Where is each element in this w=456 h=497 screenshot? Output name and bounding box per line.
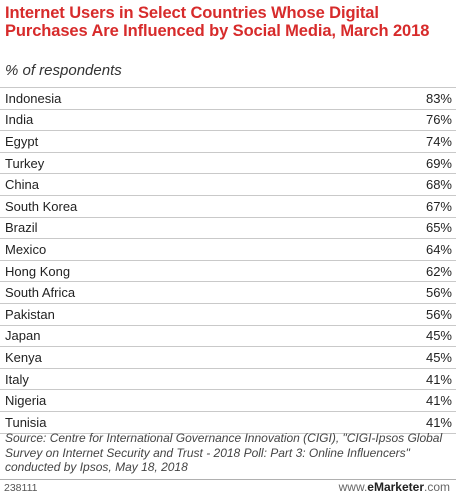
chart-id: 238111: [4, 482, 38, 494]
row-divider: [0, 195, 456, 196]
table-row: China 68%: [0, 174, 456, 195]
row-value-label: 76%: [425, 112, 452, 128]
row-divider: [0, 389, 456, 391]
row-value-label: 45%: [425, 349, 452, 365]
table-row: Indonesia 83%: [0, 88, 456, 109]
row-divider: [0, 130, 456, 132]
table-row: Kenya 45%: [0, 347, 456, 368]
row-divider: [0, 303, 456, 304]
table-row: Pakistan 56%: [0, 304, 456, 325]
row-divider: [0, 238, 456, 240]
table-row: Japan 45%: [0, 326, 456, 347]
chart-subtitle: % of respondents: [5, 62, 122, 79]
table-row: South Africa 56%: [0, 282, 456, 303]
row-value-label: 56%: [425, 285, 452, 301]
row-country-label: Brazil: [5, 220, 38, 236]
table-row: India 76%: [0, 110, 456, 131]
row-country-label: Indonesia: [5, 90, 62, 106]
row-value-label: 69%: [425, 155, 452, 171]
table-row: Nigeria 41%: [0, 390, 456, 411]
row-divider: [0, 151, 456, 153]
row-value-label: 74%: [425, 133, 452, 149]
row-country-label: Mexico: [5, 241, 47, 257]
row-divider: [0, 367, 456, 369]
row-country-label: Hong Kong: [5, 263, 71, 279]
table-row: Brazil 65%: [0, 218, 456, 239]
row-divider: [0, 87, 456, 88]
table-row: Tunisia 41%: [0, 412, 456, 433]
row-country-label: India: [5, 112, 34, 128]
row-country-label: Tunisia: [5, 414, 47, 430]
row-country-label: South Korea: [5, 198, 78, 214]
table-row: Italy 41%: [0, 369, 456, 390]
row-value-label: 41%: [425, 371, 452, 387]
row-value-label: 65%: [425, 220, 452, 236]
row-divider: [0, 411, 456, 412]
source-note: Source: Centre for International Governa…: [5, 431, 443, 474]
row-value-label: 41%: [425, 393, 452, 409]
footer-divider: [0, 479, 456, 480]
row-divider: [0, 259, 456, 261]
row-divider: [0, 346, 456, 348]
row-country-label: Nigeria: [5, 393, 47, 409]
brand-suffix: .com: [423, 480, 450, 494]
row-country-label: South Africa: [5, 285, 76, 301]
row-value-label: 64%: [425, 241, 452, 257]
row-country-label: Japan: [5, 328, 41, 344]
table-row: Hong Kong 62%: [0, 261, 456, 282]
row-country-label: Turkey: [5, 155, 45, 171]
table-row: Mexico 64%: [0, 239, 456, 260]
row-divider: [0, 324, 456, 326]
row-value-label: 45%: [425, 328, 452, 344]
chart-title: Internet Users in Select Countries Whose…: [5, 4, 430, 40]
row-value-label: 41%: [425, 414, 452, 430]
brand-logo: www.eMarketer.com: [339, 480, 450, 494]
row-divider: [0, 108, 456, 110]
row-divider: [0, 432, 456, 434]
row-country-label: Italy: [5, 371, 29, 387]
brand-prefix: www.: [338, 480, 368, 494]
row-divider: [0, 173, 456, 175]
table-row: South Korea 67%: [0, 196, 456, 217]
row-country-label: Pakistan: [5, 306, 55, 322]
row-divider: [0, 281, 456, 283]
row-value-label: 67%: [425, 198, 452, 214]
row-country-label: Kenya: [5, 349, 42, 365]
row-divider: [0, 216, 456, 218]
row-value-label: 62%: [425, 263, 452, 279]
table-row: Egypt 74%: [0, 131, 456, 152]
row-country-label: China: [5, 177, 39, 193]
table-row: Turkey 69%: [0, 153, 456, 174]
row-value-label: 68%: [425, 177, 452, 193]
row-value-label: 83%: [425, 90, 452, 106]
row-value-label: 56%: [425, 306, 452, 322]
row-country-label: Egypt: [5, 133, 39, 149]
brand-name: eMarketer: [367, 480, 424, 494]
